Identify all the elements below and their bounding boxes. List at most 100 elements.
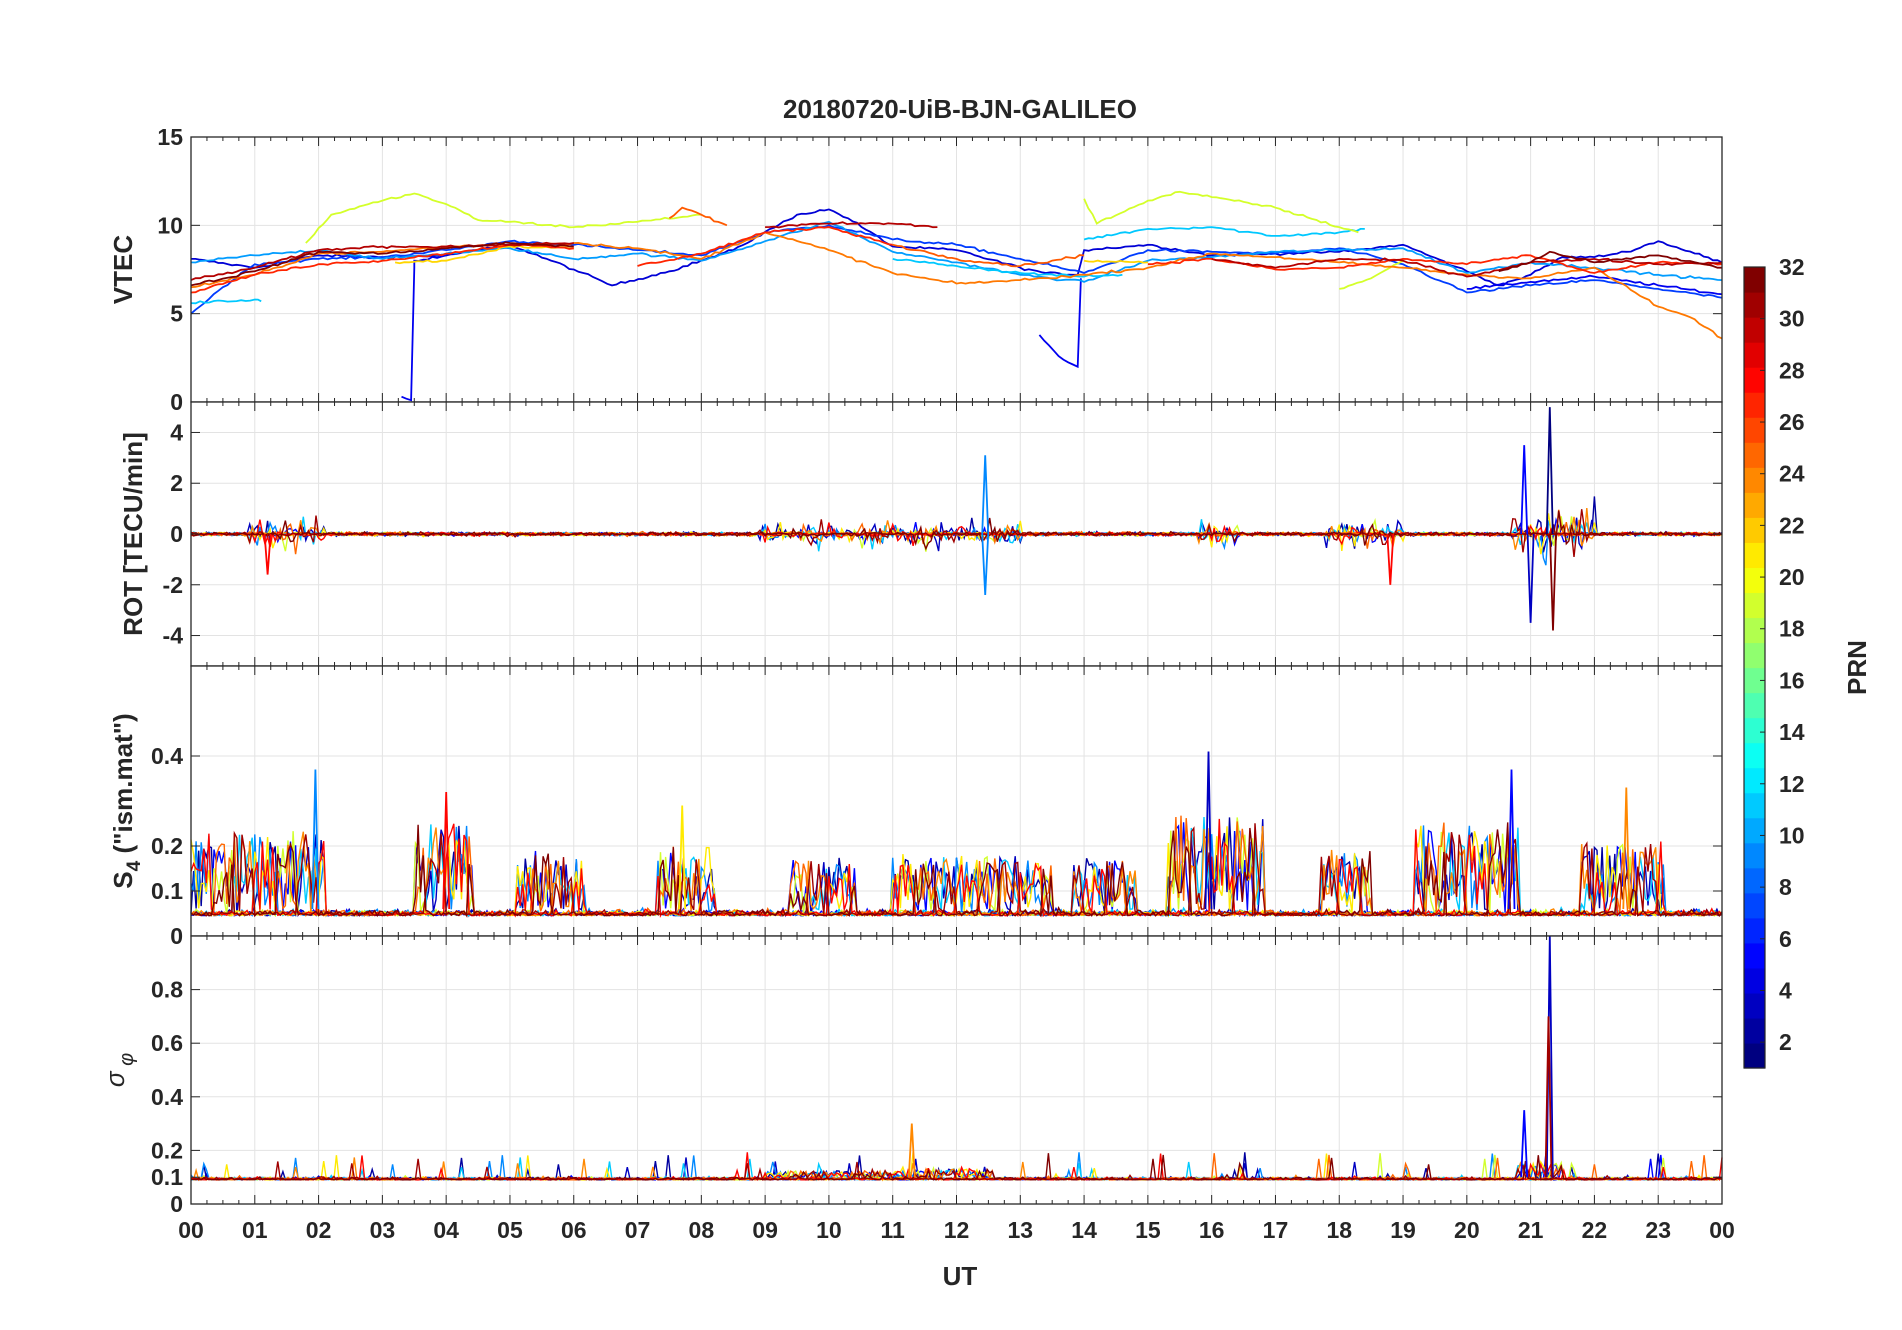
colorbar-segment xyxy=(1744,417,1765,443)
x-tick-label: 05 xyxy=(497,1217,523,1243)
series-line-prn-19 xyxy=(1083,190,1359,234)
series-peak xyxy=(907,1123,916,1178)
series-line-prn-32 xyxy=(190,822,1723,918)
colorbar-tick-label: 14 xyxy=(1779,719,1805,745)
colorbar-tick-label: 32 xyxy=(1779,254,1805,280)
y-tick-label: 0.4 xyxy=(151,743,183,769)
series-peak xyxy=(442,791,451,910)
series-line-prn-25 xyxy=(892,243,1085,268)
series-line-prn-11 xyxy=(1083,226,1365,241)
colorbar-segment xyxy=(1744,717,1765,744)
series-line-prn-19 xyxy=(305,192,702,244)
colorbar-tick-label: 6 xyxy=(1779,926,1792,952)
colorbar-segment xyxy=(1744,642,1765,669)
colorbar-tick-label: 2 xyxy=(1779,1029,1792,1055)
y-tick-label: 0.8 xyxy=(151,977,183,1003)
colorbar-segment xyxy=(1744,992,1765,1019)
series-group xyxy=(190,407,1723,631)
x-tick-label: 11 xyxy=(881,1217,906,1243)
series-peak xyxy=(1544,1016,1553,1178)
y-tick-label: 5 xyxy=(170,301,183,327)
y-axis-label: ROT [TECU/min] xyxy=(118,432,148,636)
y-tick-label: -4 xyxy=(163,623,184,649)
colorbar-segment xyxy=(1744,792,1765,819)
colorbar-label: PRN xyxy=(1842,640,1872,695)
x-tick-label: 23 xyxy=(1645,1217,1671,1243)
series-peak xyxy=(1204,751,1213,910)
colorbar-segment xyxy=(1744,317,1765,343)
colorbar-tick-label: 28 xyxy=(1779,357,1805,383)
panel-vtec: 0 5 10 15 VTEC xyxy=(108,124,1723,415)
x-tick-label: 00 xyxy=(178,1217,204,1243)
y-tick-label: 2 xyxy=(170,470,183,496)
colorbar-tick-label: 16 xyxy=(1779,667,1805,693)
x-tick-label: 16 xyxy=(1199,1217,1225,1243)
colorbar-segment xyxy=(1744,392,1765,418)
x-tick-label: 10 xyxy=(816,1217,842,1243)
series-line-prn-32 xyxy=(190,1153,1723,1181)
series-peak xyxy=(1622,787,1631,910)
y-tick-label: 0.2 xyxy=(151,833,183,859)
colorbar-segment xyxy=(1744,1042,1765,1069)
x-tick-label: 01 xyxy=(242,1217,268,1243)
colorbar-tick-label: 30 xyxy=(1779,306,1805,332)
series-line-prn-28 xyxy=(637,226,893,267)
x-tick-label: 12 xyxy=(944,1217,970,1243)
x-tick-label: 04 xyxy=(433,1217,459,1243)
y-axis-label: S4 ("ism.mat") xyxy=(108,713,145,888)
x-tick-label: 22 xyxy=(1582,1217,1608,1243)
y-tick-label: 10 xyxy=(157,212,183,238)
series-peak xyxy=(981,455,990,535)
series-line-prn-11 xyxy=(190,298,262,305)
x-axis-label: UT xyxy=(943,1261,978,1291)
colorbar-tick-label: 24 xyxy=(1779,461,1805,487)
series-group xyxy=(190,751,1723,919)
y-tick-label: 0.2 xyxy=(151,1137,183,1163)
series-line-prn-28 xyxy=(190,818,1723,919)
series-group xyxy=(190,935,1723,1182)
colorbar-frame xyxy=(1743,266,1766,1069)
colorbar-tick-label: 12 xyxy=(1779,771,1805,797)
y-tick-label: 0 xyxy=(170,521,183,547)
colorbar-segment xyxy=(1744,817,1765,844)
colorbar-segment xyxy=(1744,1017,1765,1044)
series-line-prn-31 xyxy=(765,221,938,229)
y-tick-label: 15 xyxy=(157,124,183,150)
colorbar-segment xyxy=(1744,442,1765,468)
x-tick-label: 02 xyxy=(306,1217,332,1243)
chart-title: 20180720-UiB-BJN-GALILEO xyxy=(783,94,1137,124)
panel-rot: -4 -2 0 2 4 ROT [TECU/min] xyxy=(118,401,1723,667)
colorbar-segment xyxy=(1744,892,1765,919)
colorbar-segment xyxy=(1744,742,1765,769)
colorbar-segment xyxy=(1744,267,1765,293)
series-line-prn-31 xyxy=(1211,257,1723,278)
x-tick-label: 09 xyxy=(752,1217,778,1243)
series-line-prn-32 xyxy=(190,241,574,287)
colorbar-segment xyxy=(1744,667,1765,694)
x-tick-label: 19 xyxy=(1390,1217,1416,1243)
colorbar-tick-label: 22 xyxy=(1779,512,1805,538)
y-tick-label: 0.1 xyxy=(151,878,183,904)
series-line-prn-31 xyxy=(190,241,574,281)
y-tick-label: 0 xyxy=(170,389,183,415)
series-peak xyxy=(1520,445,1529,535)
series-line-prn-21 xyxy=(394,244,574,265)
y-tick-label: 0 xyxy=(170,923,183,949)
series-peak xyxy=(1507,769,1516,910)
y-tick-label: 4 xyxy=(170,419,183,445)
x-tick-label: 13 xyxy=(1007,1217,1033,1243)
x-tick-label: 14 xyxy=(1071,1217,1097,1243)
series-line-prn-32 xyxy=(1498,250,1722,273)
x-tick-label: 08 xyxy=(689,1217,715,1243)
series-peak xyxy=(263,533,272,575)
colorbar-segment xyxy=(1744,542,1765,568)
series-line-prn-21 xyxy=(1083,259,1148,264)
panel-sigma-phi: 00.10.2 0.4 0.6 0.8 σ φ 00 01 02 03 04 05 06 07 08 09 1… xyxy=(100,935,1735,1243)
series-line-prn-32 xyxy=(190,510,1723,551)
colorbar-segment xyxy=(1744,767,1765,794)
series-peak xyxy=(1386,533,1395,585)
x-tick-label: 18 xyxy=(1326,1217,1352,1243)
colorbar-segment xyxy=(1744,617,1765,644)
